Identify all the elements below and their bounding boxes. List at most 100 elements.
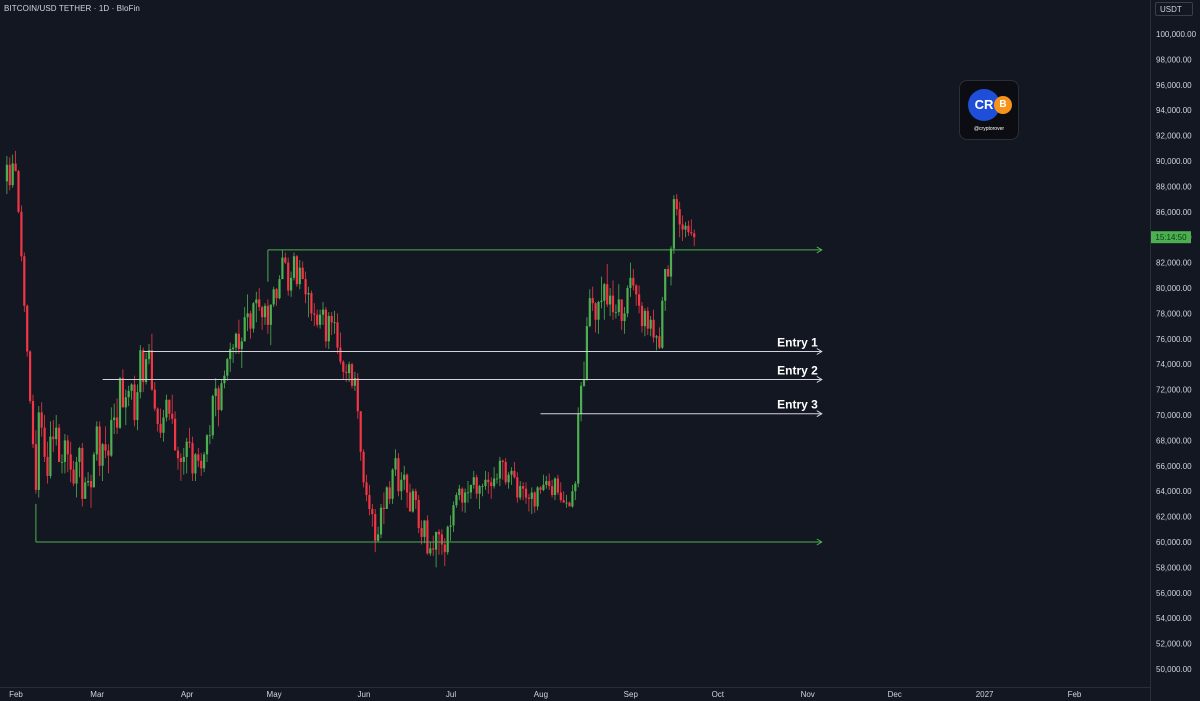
candle — [252, 301, 255, 333]
candle — [632, 268, 635, 291]
candle — [661, 296, 664, 349]
candle — [629, 262, 632, 297]
candle-body — [14, 163, 17, 172]
candle-body — [23, 256, 26, 306]
candle — [31, 394, 35, 449]
candle-body — [246, 313, 249, 318]
candle — [174, 411, 177, 451]
currency-badge[interactable]: USDT — [1155, 2, 1193, 16]
candle-body — [617, 299, 620, 313]
candle-body — [611, 295, 615, 313]
candle-body — [321, 309, 325, 315]
y-tick-label: 80,000.00 — [1156, 284, 1192, 293]
candle-body — [249, 313, 252, 329]
candle — [29, 350, 32, 404]
candle — [127, 385, 130, 407]
entry-line[interactable]: Entry 2 — [102, 363, 823, 383]
candle-body — [385, 487, 388, 509]
candle — [310, 290, 313, 322]
y-tick-label: 50,000.00 — [1156, 665, 1192, 674]
candle-body — [142, 350, 145, 382]
candle-body — [55, 427, 58, 440]
candle — [516, 472, 519, 503]
candle — [261, 305, 264, 330]
candle — [400, 472, 403, 501]
candle-body — [655, 336, 658, 338]
candle — [472, 470, 475, 489]
candle-body — [107, 450, 110, 456]
candle-body — [408, 492, 412, 512]
candle — [443, 538, 446, 567]
y-tick-label: 90,000.00 — [1156, 157, 1192, 166]
candle — [484, 470, 487, 490]
candle — [249, 310, 252, 339]
candle — [667, 265, 670, 277]
candle-body — [37, 412, 40, 490]
candle-body — [487, 479, 490, 483]
candle — [87, 472, 90, 487]
candle-body — [423, 520, 426, 537]
candle — [11, 154, 14, 188]
entry-line[interactable]: Entry 3 — [540, 398, 823, 418]
candle — [527, 493, 530, 512]
candle — [385, 486, 388, 509]
symbol-title[interactable]: BITCOIN/USD TETHER · 1D · BloFin — [4, 4, 140, 13]
candle-body — [95, 426, 98, 455]
candle-body — [168, 399, 171, 414]
y-tick-label: 94,000.00 — [1156, 106, 1192, 115]
candle — [551, 479, 554, 498]
candle-body — [588, 298, 591, 327]
arrow-head-icon — [816, 376, 823, 383]
candle-body — [348, 364, 351, 374]
candle — [504, 458, 507, 485]
bitcoin-coin-icon: B — [994, 96, 1012, 114]
candle-body — [26, 305, 29, 352]
x-tick-label: Jul — [446, 690, 456, 699]
candle — [118, 376, 122, 429]
candle — [408, 483, 412, 512]
candle-body — [313, 313, 316, 315]
y-tick-label: 60,000.00 — [1156, 538, 1192, 547]
candle-body — [562, 500, 565, 503]
candle-body — [52, 436, 55, 440]
candle-body — [678, 209, 681, 225]
candle-body — [478, 486, 481, 494]
candle — [623, 307, 626, 334]
candle — [116, 398, 119, 435]
y-tick-label: 74,000.00 — [1156, 360, 1192, 369]
time-axis[interactable]: Feb Mar Apr May Jun Jul Aug Sep Oct Nov Dec 2027 Feb — [9, 690, 1082, 699]
candle-body — [84, 482, 87, 499]
entry-label: Entry 3 — [777, 398, 818, 412]
candle-body — [11, 163, 14, 186]
candles-layer — [5, 150, 696, 568]
candle — [377, 526, 380, 542]
candle — [139, 345, 142, 399]
price-axis[interactable]: 100,000.00 98,000.00 96,000.00 94,000.00 92,… — [1156, 30, 1197, 674]
candle — [339, 332, 342, 365]
candle-body — [252, 303, 255, 329]
candle-body — [197, 454, 200, 461]
candle-body — [490, 482, 493, 487]
arrow-head-icon — [816, 410, 823, 418]
entry-line[interactable]: Entry 1 — [143, 336, 823, 355]
y-tick-label: 96,000.00 — [1156, 81, 1192, 90]
candle-body — [63, 440, 66, 462]
candle-body — [411, 491, 414, 512]
candle-body — [693, 233, 696, 238]
candle-body — [472, 477, 475, 485]
candle-body — [66, 440, 69, 455]
candle-body — [263, 305, 267, 318]
candle — [104, 426, 107, 459]
x-tick-label: Dec — [888, 690, 902, 699]
candle — [147, 343, 151, 365]
level-line[interactable] — [35, 503, 823, 546]
candle — [466, 481, 470, 503]
candle-body — [255, 299, 258, 304]
candle — [571, 484, 574, 508]
level-line[interactable] — [267, 246, 823, 282]
candle-body — [232, 347, 235, 349]
candle-body — [379, 507, 383, 535]
y-tick-label: 66,000.00 — [1156, 462, 1192, 471]
candle — [490, 477, 493, 499]
